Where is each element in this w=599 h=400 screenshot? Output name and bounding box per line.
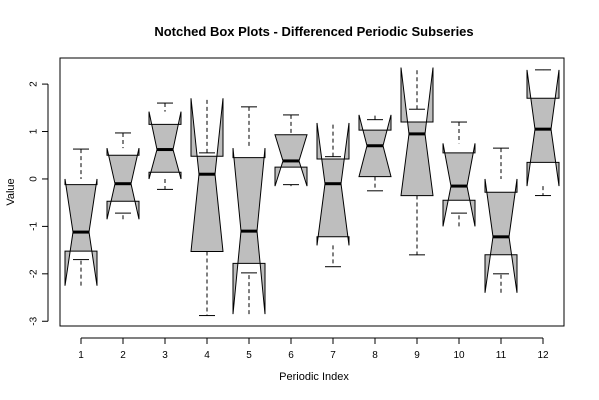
box-11 — [484, 147, 518, 293]
box-8 — [358, 114, 392, 192]
x-tick-label: 6 — [288, 350, 294, 361]
y-axis: -3 -2 -1 0 1 2 — [29, 81, 49, 326]
x-tick-label: 4 — [204, 350, 210, 361]
box-4 — [190, 98, 224, 317]
y-tick-label: 2 — [29, 81, 40, 87]
box-3 — [148, 102, 182, 190]
x-tick-label: 7 — [330, 350, 336, 361]
x-tick-label: 8 — [372, 350, 378, 361]
y-tick-label: -3 — [29, 316, 40, 325]
box-5 — [232, 106, 266, 315]
x-tick-label: 1 — [78, 350, 84, 361]
box-series — [64, 67, 560, 317]
x-tick-label: 2 — [120, 350, 126, 361]
y-tick-label: 0 — [29, 176, 40, 182]
box-6 — [274, 114, 308, 187]
y-tick-label: 1 — [29, 128, 40, 134]
y-axis-label: Value — [5, 178, 17, 205]
x-tick-label: 11 — [496, 350, 507, 361]
box-12 — [526, 69, 560, 197]
x-axis: 1 2 3 4 5 6 7 8 9 10 11 12 — [78, 337, 549, 361]
x-tick-label: 10 — [453, 350, 465, 361]
x-tick-label: 9 — [414, 350, 420, 361]
y-tick-label: -2 — [29, 269, 40, 278]
box-10 — [442, 121, 476, 227]
x-axis-label: Periodic Index — [279, 371, 349, 383]
y-tick-label: -1 — [29, 222, 40, 231]
plot-frame — [59, 57, 565, 327]
x-tick-label: 3 — [162, 350, 168, 361]
box-2 — [106, 132, 140, 220]
box-1 — [64, 148, 98, 286]
x-tick-label: 12 — [537, 350, 549, 361]
notched-box — [400, 67, 434, 197]
notched-box — [148, 111, 182, 180]
x-tick-label: 5 — [246, 350, 252, 361]
chart-title: Notched Box Plots - Differenced Periodic… — [154, 24, 473, 39]
box-7 — [316, 122, 350, 268]
box-9 — [400, 67, 434, 256]
